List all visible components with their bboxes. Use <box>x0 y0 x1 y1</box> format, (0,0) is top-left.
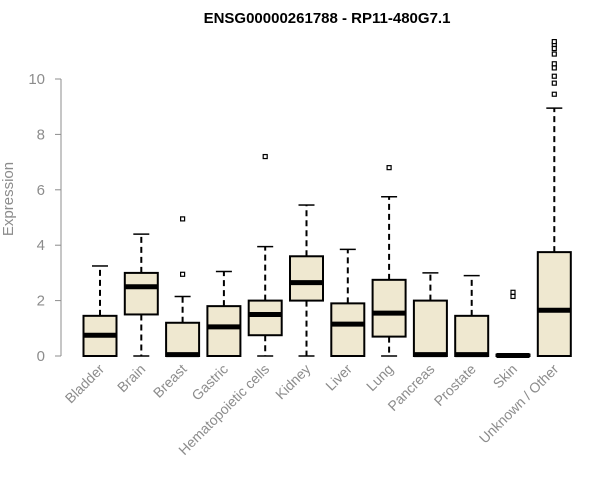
x-tick-label-10: Prostate <box>431 361 479 409</box>
box-9 <box>412 272 448 358</box>
iqr-box <box>536 251 572 357</box>
box-6 <box>289 204 324 357</box>
box-8 <box>371 165 407 357</box>
iqr-box <box>165 321 201 358</box>
y-tick-label-5: 10 <box>28 71 45 88</box>
outlier-point-5 <box>551 61 557 67</box>
outlier-point-1 <box>551 91 557 97</box>
x-tick-label-8: Lung <box>363 361 396 394</box>
outlier-point-7 <box>551 45 557 52</box>
outlier-point-1 <box>510 293 516 300</box>
outlier-point-4 <box>551 65 557 71</box>
x-tick-label-11: Skin <box>490 361 521 392</box>
y-tick-label-4: 8 <box>37 126 45 143</box>
box-1 <box>82 265 118 357</box>
outlier-point-1 <box>180 271 186 277</box>
box-7 <box>330 248 366 357</box>
boxes-group <box>82 39 572 358</box>
y-tick-label-3: 6 <box>37 182 45 199</box>
y-axis: 0 2 4 6 8 10 <box>28 71 62 365</box>
y-axis-label: Expression <box>0 162 17 236</box>
box-3 <box>165 216 201 358</box>
chart-title: ENSG00000261788 - RP11-480G7.1 <box>204 10 451 27</box>
box-12 <box>536 39 572 357</box>
box-10 <box>454 274 490 358</box>
outlier-point-2 <box>510 289 516 295</box>
box-2 <box>123 233 159 357</box>
iqr-box <box>123 271 159 316</box>
y-tick-label-0: 0 <box>37 348 45 365</box>
iqr-box <box>289 255 324 302</box>
iqr-box <box>247 299 283 337</box>
iqr-box <box>330 302 366 357</box>
x-tick-label-7: Liver <box>322 361 355 394</box>
iqr-box <box>371 278 407 338</box>
y-tick-label-2: 4 <box>37 237 45 254</box>
x-tick-label-1: Bladder <box>62 361 108 407</box>
outlier-point-2 <box>551 80 557 86</box>
outlier-point-3 <box>551 73 557 79</box>
iqr-box <box>454 314 490 357</box>
box-11 <box>495 289 531 358</box>
box-5 <box>247 153 283 357</box>
outlier-point-1 <box>386 165 392 171</box>
outlier-point-6 <box>551 51 557 57</box>
box-4 <box>206 270 242 358</box>
x-tick-label-2: Brain <box>114 361 148 395</box>
iqr-box <box>412 299 448 358</box>
iqr-box <box>206 305 242 358</box>
outlier-point-1 <box>262 153 268 160</box>
x-tick-label-6: Kidney <box>272 361 314 403</box>
y-tick-label-1: 2 <box>37 293 45 310</box>
outlier-point-2 <box>180 216 186 222</box>
outlier-point-9 <box>551 39 557 45</box>
x-tick-label-3: Breast <box>150 361 190 401</box>
